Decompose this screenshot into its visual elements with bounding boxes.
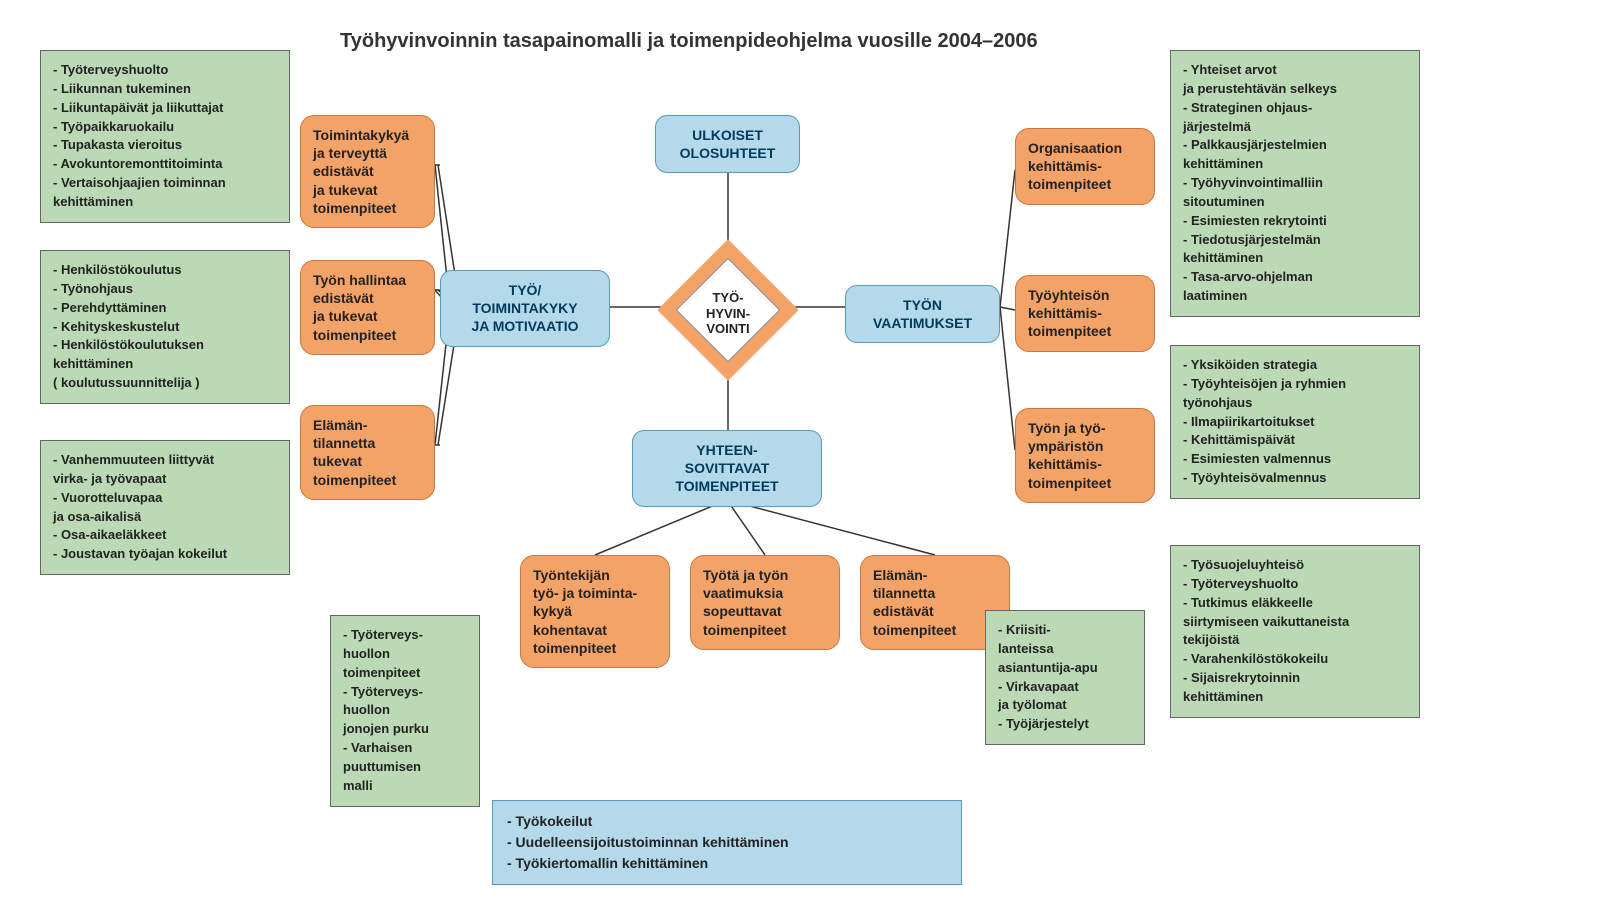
orange-left-2: Elämän-tilannettatukevattoimenpiteet [300,405,435,500]
green-right-1: - Yksiköiden strategia- Työyhteisöjen ja… [1170,345,1420,499]
orange-right-0: Organisaationkehittämis-toimenpiteet [1015,128,1155,205]
orange-bottom-1: Työtä ja työnvaatimuksiasopeuttavattoime… [690,555,840,650]
center-label: TYÖ-HYVIN-VOINTI [658,290,798,337]
node-yhteensovittavat: YHTEEN-SOVITTAVATTOIMENPITEET [632,430,822,507]
bottom-blue-list: - Työkokeilut- Uudelleensijoitustoiminna… [492,800,962,885]
green-bottom-right: - Kriisiti- lanteissa asiantuntija-apu- … [985,610,1145,745]
orange-bottom-0: Työntekijäntyö- ja toiminta-kykyäkohenta… [520,555,670,668]
orange-right-1: Työyhteisönkehittämis-toimenpiteet [1015,275,1155,352]
orange-left-0: Toimintakykyäja terveyttäedistävätja tuk… [300,115,435,228]
green-left-2: - Vanhemmuuteen liittyvät virka- ja työv… [40,440,290,575]
orange-left-1: Työn hallintaaedistävätja tukevattoimenp… [300,260,435,355]
center-diamond: TYÖ-HYVIN-VOINTI [658,240,798,380]
orange-right-2: Työn ja työ-ympäristönkehittämis-toimenp… [1015,408,1155,503]
green-left-1: - Henkilöstökoulutus- Työnohjaus- Perehd… [40,250,290,404]
node-vaatimukset: TYÖNVAATIMUKSET [845,285,1000,343]
node-ulkoiset: ULKOISETOLOSUHTEET [655,115,800,173]
diagram-title: Työhyvinvoinnin tasapainomalli ja toimen… [340,30,1038,53]
green-right-0: - Yhteiset arvot ja perustehtävän selkey… [1170,50,1420,317]
green-bottom-left: - Työterveys- huollon toimenpiteet- Työt… [330,615,480,807]
green-right-2: - Työsuojeluyhteisö- Työterveyshuolto- T… [1170,545,1420,718]
green-left-0: - Työterveyshuolto- Liikunnan tukeminen-… [40,50,290,223]
node-toimintakyky: TYÖ/TOIMINTAKYKYJA MOTIVAATIO [440,270,610,347]
